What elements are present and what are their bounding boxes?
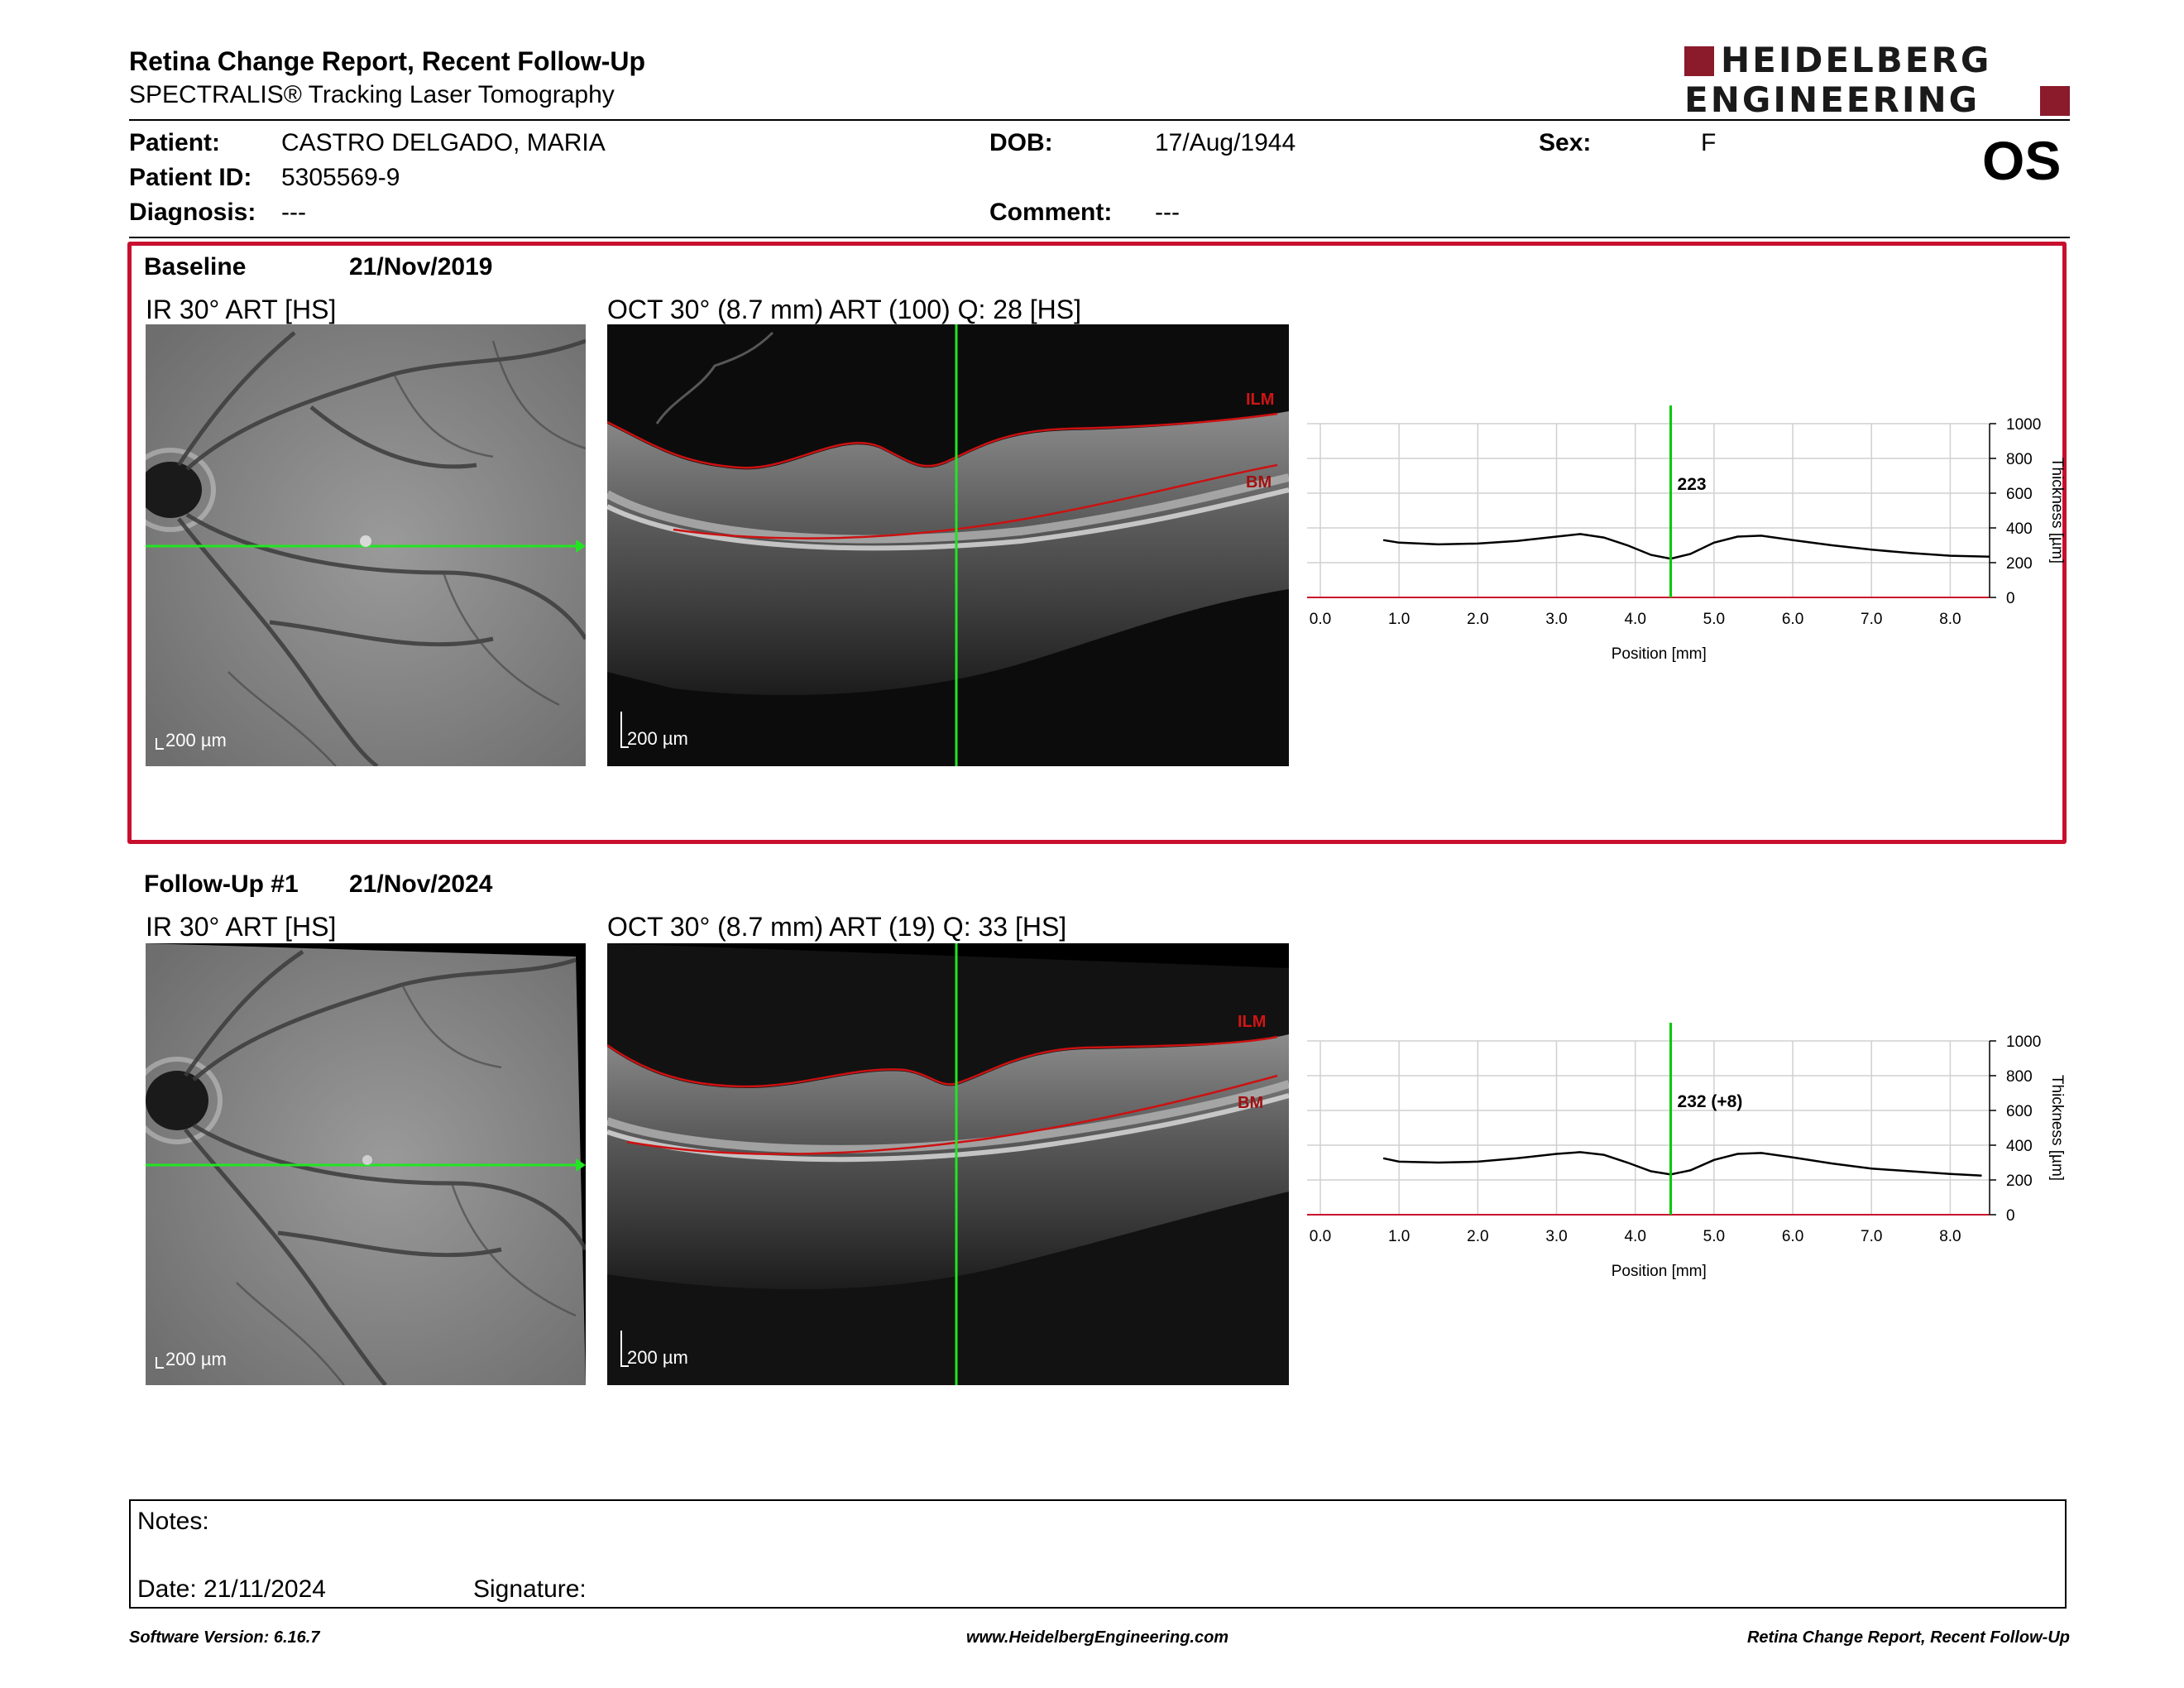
x-tick-label: 8.0 bbox=[1939, 611, 1961, 628]
baseline-oct-label: OCT 30° (8.7 mm) ART (100) Q: 28 [HS] bbox=[607, 295, 1081, 324]
baseline-ir-scale-label: 200 µm bbox=[165, 730, 227, 750]
x-tick-label: 8.0 bbox=[1939, 1228, 1961, 1245]
x-tick-label: 5.0 bbox=[1703, 611, 1725, 628]
x-tick-label: 5.0 bbox=[1703, 1228, 1725, 1245]
x-tick-label: 2.0 bbox=[1467, 611, 1488, 628]
y-tick-label: 400 bbox=[2006, 1138, 2033, 1155]
y-tick-label: 200 bbox=[2006, 555, 2033, 573]
followup-ir-image: 200 µm bbox=[146, 943, 586, 1385]
y-tick-label: 800 bbox=[2006, 1068, 2033, 1086]
comment-label: Comment: bbox=[989, 199, 1113, 226]
followup-oct-scale-label: 200 µm bbox=[627, 1347, 688, 1368]
x-tick-label: 1.0 bbox=[1388, 1228, 1410, 1245]
x-tick-label: 4.0 bbox=[1624, 1228, 1645, 1245]
x-tick-label: 0.0 bbox=[1310, 611, 1331, 628]
y-tick-label: 400 bbox=[2006, 520, 2033, 538]
followup-bm-label: BM bbox=[1238, 1094, 1264, 1112]
logo-square-top bbox=[1684, 46, 1714, 76]
report-title: Retina Change Report, Recent Follow-Up bbox=[129, 46, 646, 76]
baseline-ilm-label: ILM bbox=[1246, 391, 1275, 409]
followup-label: Follow-Up #1 bbox=[144, 870, 299, 898]
x-tick-label: 3.0 bbox=[1545, 611, 1567, 628]
logo-line1: HEIDELBERG bbox=[1721, 40, 1992, 80]
y-tick-label: 0 bbox=[2006, 1207, 2015, 1225]
followup-oct-image: ILM BM 200 µm bbox=[607, 943, 1289, 1385]
y-axis-label: Thickness [µm] bbox=[2048, 1075, 2066, 1181]
y-tick-label: 600 bbox=[2006, 486, 2033, 503]
x-tick-label: 7.0 bbox=[1861, 1228, 1882, 1245]
notes-date: Date: 21/11/2024 bbox=[137, 1575, 326, 1603]
eye-label: OS bbox=[1982, 130, 2062, 191]
followup-ir-scalebar-h bbox=[156, 1367, 164, 1369]
x-axis-label: Position [mm] bbox=[1612, 645, 1707, 663]
cursor-value-label: 232 (+8) bbox=[1678, 1092, 1743, 1111]
footer-report: Retina Change Report, Recent Follow-Up bbox=[1746, 1628, 2070, 1647]
baseline-ir-image: 200 µm bbox=[146, 324, 586, 766]
report-subtitle: SPECTRALIS® Tracking Laser Tomography bbox=[129, 81, 615, 108]
followup-oct-scalebar bbox=[620, 1331, 622, 1367]
logo-line2: ENGINEERING bbox=[1684, 79, 1980, 120]
diagnosis-label: Diagnosis: bbox=[129, 199, 256, 226]
dob-label: DOB: bbox=[989, 129, 1053, 156]
y-tick-label: 1000 bbox=[2006, 416, 2041, 434]
diagnosis-value: --- bbox=[281, 199, 306, 226]
baseline-thickness-chart: 0 200 400 600 800 1000 0.0 1.0 2.0 3.0 4.0 5.0 6.0 7.… bbox=[1291, 405, 2085, 679]
x-axis-label: Position [mm] bbox=[1612, 1263, 1707, 1280]
notes-box[interactable]: Notes: Date: 21/11/2024 Signature: bbox=[129, 1499, 2067, 1609]
followup-ir-scale-label: 200 µm bbox=[165, 1349, 227, 1369]
x-tick-label: 3.0 bbox=[1545, 1228, 1567, 1245]
patient-label: Patient: bbox=[129, 129, 221, 156]
baseline-panel bbox=[127, 242, 2067, 844]
followup-ir-scalebar bbox=[156, 1357, 157, 1369]
heidelberg-logo: HEIDELBERG ENGINEERING bbox=[1684, 40, 2070, 122]
followup-ilm-label: ILM bbox=[1238, 1013, 1267, 1031]
footer-website[interactable]: www.HeidelbergEngineering.com bbox=[966, 1628, 1229, 1647]
baseline-ir-scalebar-h bbox=[156, 748, 164, 750]
x-tick-label: 7.0 bbox=[1861, 611, 1882, 628]
baseline-bm-label: BM bbox=[1246, 473, 1272, 492]
followup-ir-label: IR 30° ART [HS] bbox=[146, 912, 337, 942]
followup-thickness-chart: 0 200 400 600 800 1000 0.0 1.0 2.0 3.0 4.0 5.0 6.0 7.… bbox=[1291, 1023, 2085, 1296]
x-tick-label: 0.0 bbox=[1310, 1228, 1331, 1245]
baseline-ir-scalebar bbox=[156, 738, 157, 750]
header-rule bbox=[129, 119, 2070, 121]
sex-value: F bbox=[1701, 129, 1717, 156]
logo-square-bottom bbox=[2040, 86, 2070, 116]
x-tick-label: 1.0 bbox=[1388, 611, 1410, 628]
followup-date: 21/Nov/2024 bbox=[349, 870, 493, 898]
y-tick-label: 800 bbox=[2006, 451, 2033, 468]
y-tick-label: 600 bbox=[2006, 1103, 2033, 1120]
patient-id: 5305569-9 bbox=[281, 164, 400, 191]
y-tick-label: 0 bbox=[2006, 590, 2015, 607]
baseline-oct-scalebar-h bbox=[620, 746, 629, 748]
baseline-oct-scalebar bbox=[620, 712, 622, 748]
y-axis-label: Thickness [µm] bbox=[2048, 458, 2066, 563]
dob-value: 17/Aug/1944 bbox=[1155, 129, 1296, 156]
followup-oct-label: OCT 30° (8.7 mm) ART (19) Q: 33 [HS] bbox=[607, 912, 1067, 942]
notes-label: Notes: bbox=[137, 1508, 209, 1535]
cursor-value-label: 223 bbox=[1678, 475, 1707, 494]
y-tick-label: 1000 bbox=[2006, 1033, 2041, 1051]
patient-rule bbox=[129, 237, 2070, 238]
baseline-oct-scale-label: 200 µm bbox=[627, 728, 688, 749]
thickness-line bbox=[1382, 533, 1990, 560]
baseline-date: 21/Nov/2019 bbox=[349, 253, 493, 281]
x-tick-label: 2.0 bbox=[1467, 1228, 1488, 1245]
patient-name: CASTRO DELGADO, MARIA bbox=[281, 129, 606, 156]
x-tick-label: 4.0 bbox=[1624, 611, 1645, 628]
footer-version: Software Version: 6.16.7 bbox=[129, 1628, 320, 1647]
y-tick-label: 200 bbox=[2006, 1172, 2033, 1190]
notes-signature: Signature: bbox=[473, 1575, 587, 1603]
comment-value: --- bbox=[1155, 199, 1180, 226]
baseline-oct-image: ILM BM 200 µm bbox=[607, 324, 1289, 766]
x-tick-label: 6.0 bbox=[1782, 611, 1803, 628]
baseline-label: Baseline bbox=[144, 253, 247, 281]
patient-id-label: Patient ID: bbox=[129, 164, 252, 191]
thickness-line bbox=[1382, 1151, 1982, 1177]
sex-label: Sex: bbox=[1539, 129, 1592, 156]
baseline-ir-label: IR 30° ART [HS] bbox=[146, 295, 337, 324]
followup-oct-scalebar-h bbox=[620, 1365, 629, 1367]
x-tick-label: 6.0 bbox=[1782, 1228, 1803, 1245]
